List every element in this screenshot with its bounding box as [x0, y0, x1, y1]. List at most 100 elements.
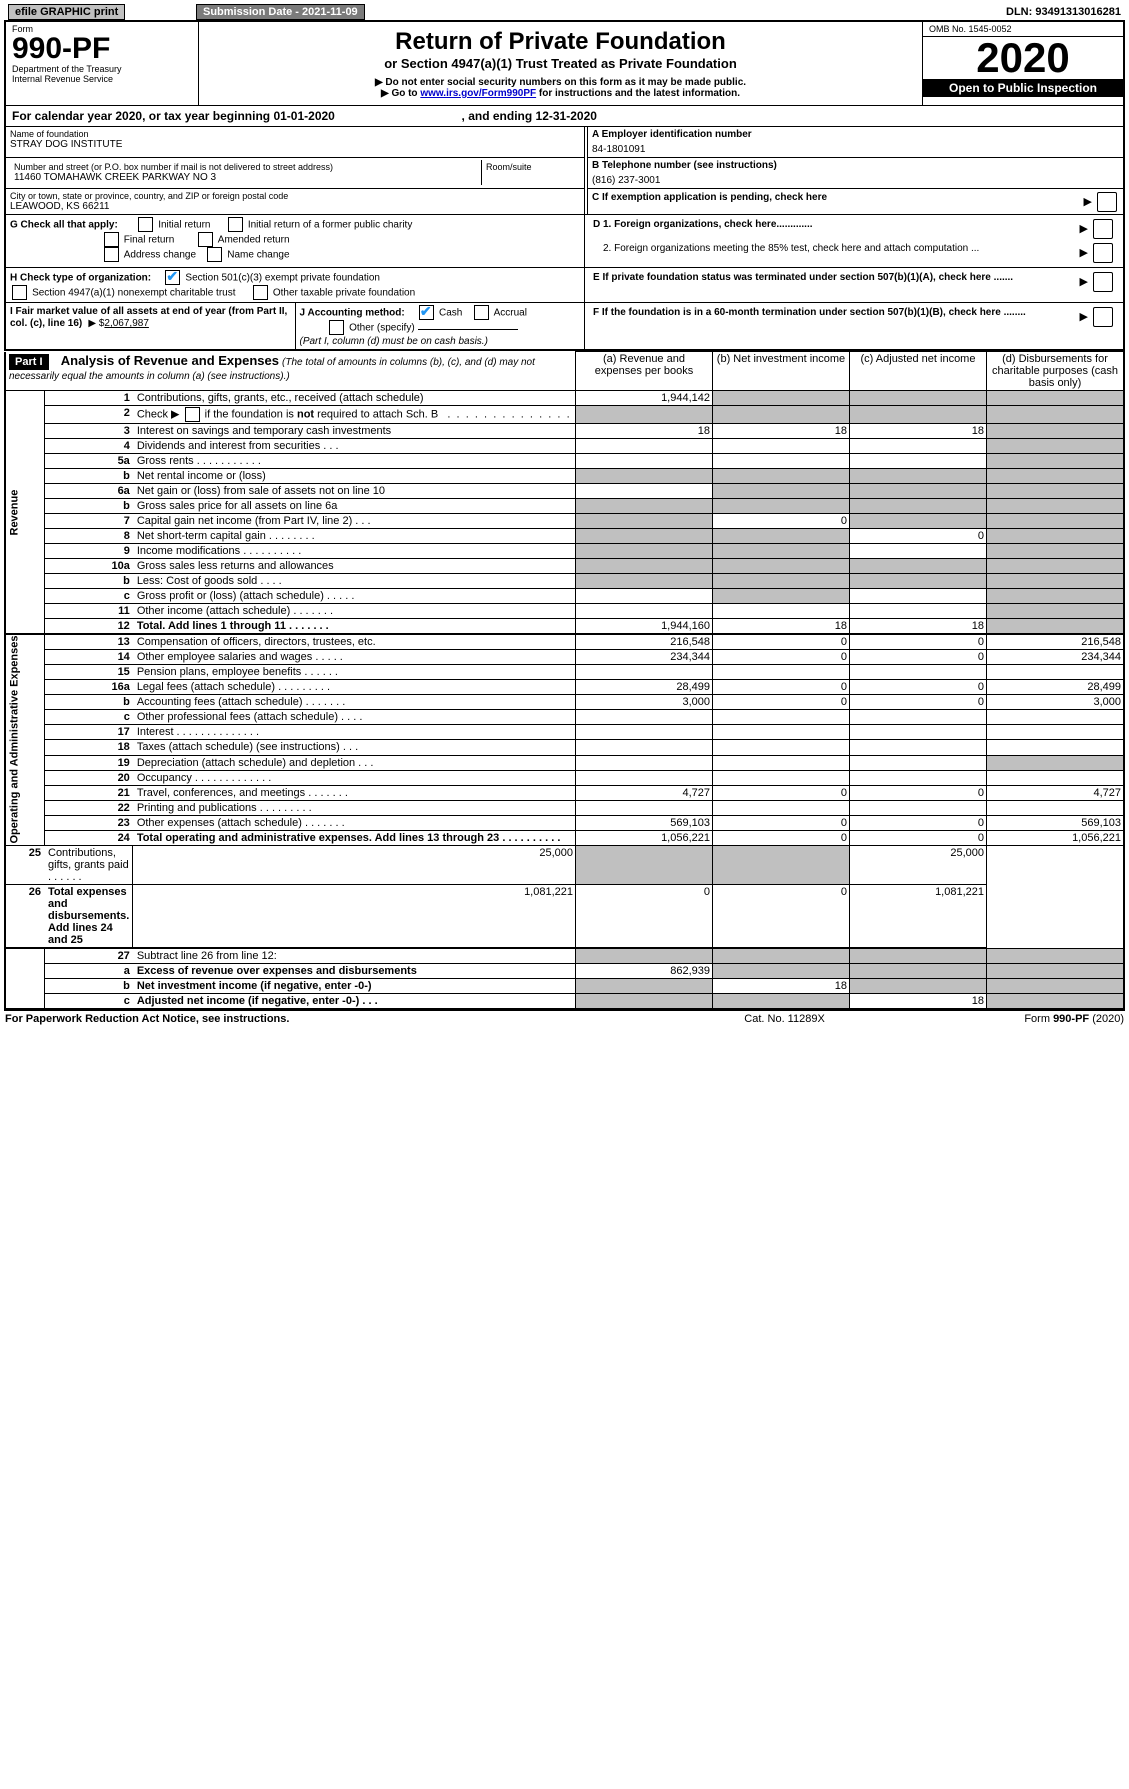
cell-b-b: 0	[713, 695, 850, 710]
cell-4-d	[987, 439, 1125, 454]
cell-a-d	[987, 964, 1125, 979]
cell-6a-c	[850, 484, 987, 499]
d1-label: D 1. Foreign organizations, check here..…	[593, 219, 813, 230]
dln-label: DLN: 93491313016281	[501, 4, 1125, 20]
cell-16a-c: 0	[850, 680, 987, 695]
line-number: a	[44, 964, 133, 979]
cell-26-a: 1,081,221	[133, 885, 576, 949]
cell-10a-b	[713, 559, 850, 574]
cell-3-b: 18	[713, 424, 850, 439]
cell-25-a: 25,000	[133, 846, 576, 885]
page-footer: For Paperwork Reduction Act Notice, see …	[4, 1009, 1125, 1026]
line-label: Dividends and interest from securities .…	[133, 439, 576, 454]
cell-c-b	[713, 994, 850, 1009]
cell-23-b: 0	[713, 815, 850, 830]
cell-c-d	[987, 589, 1125, 604]
j-cash-checkbox[interactable]	[419, 305, 434, 320]
line-number: 8	[44, 529, 133, 544]
h-4947-checkbox[interactable]	[12, 285, 27, 300]
line-label: Net short-term capital gain . . . . . . …	[133, 529, 576, 544]
line-number: 22	[44, 800, 133, 815]
cell-18-a	[576, 740, 713, 755]
line-number: 6a	[44, 484, 133, 499]
g-name-change-checkbox[interactable]	[207, 247, 222, 262]
line-label: Total. Add lines 1 through 11 . . . . . …	[133, 619, 576, 635]
line-number: 21	[44, 785, 133, 800]
opex-section-label: Operating and Administrative Expenses	[5, 634, 44, 846]
d1-checkbox[interactable]	[1093, 219, 1113, 239]
line-number: b	[44, 499, 133, 514]
f-checkbox[interactable]	[1093, 307, 1113, 327]
submission-date-button[interactable]: Submission Date - 2021-11-09	[196, 4, 365, 20]
h-501c3-checkbox[interactable]	[165, 270, 180, 285]
foundation-name: STRAY DOG INSTITUTE	[10, 139, 580, 150]
cell-4-b	[713, 439, 850, 454]
g-amended-return-checkbox[interactable]	[198, 232, 213, 247]
top-bar: efile GRAPHIC print Submission Date - 20…	[4, 4, 1125, 20]
line-label: Total operating and administrative expen…	[133, 830, 576, 845]
line-label: Gross profit or (loss) (attach schedule)…	[133, 589, 576, 604]
footer-right: Form 990-PF (2020)	[883, 1010, 1125, 1026]
cell-4-c	[850, 439, 987, 454]
g-initial-return-checkbox[interactable]	[138, 217, 153, 232]
cell-3-c: 18	[850, 424, 987, 439]
cell-11-d	[987, 604, 1125, 619]
cell-6a-a	[576, 484, 713, 499]
line-number: 3	[44, 424, 133, 439]
open-to-public: Open to Public Inspection	[923, 79, 1123, 97]
cell-12-b: 18	[713, 619, 850, 635]
col-b-header: (b) Net investment income	[713, 352, 850, 391]
efile-print-button[interactable]: efile GRAPHIC print	[8, 4, 125, 20]
d2-checkbox[interactable]	[1093, 243, 1113, 263]
line-label: Gross sales price for all assets on line…	[133, 499, 576, 514]
form-subtitle: or Section 4947(a)(1) Trust Treated as P…	[205, 56, 916, 71]
j-other-checkbox[interactable]	[329, 320, 344, 335]
cell-4-a	[576, 439, 713, 454]
line-number: 11	[44, 604, 133, 619]
cell-11-b	[713, 604, 850, 619]
cell-7-c	[850, 514, 987, 529]
cell-14-b: 0	[713, 650, 850, 665]
line-label: Other income (attach schedule) . . . . .…	[133, 604, 576, 619]
g-initial-former-checkbox[interactable]	[228, 217, 243, 232]
line-number: 27	[44, 948, 133, 964]
g-final-return-checkbox[interactable]	[104, 232, 119, 247]
line-number: 10a	[44, 559, 133, 574]
e-checkbox[interactable]	[1093, 272, 1113, 292]
j-accrual-checkbox[interactable]	[474, 305, 489, 320]
cell-23-a: 569,103	[576, 815, 713, 830]
cell-24-d: 1,056,221	[987, 830, 1125, 845]
cell-16a-d: 28,499	[987, 680, 1125, 695]
cell-b-b: 18	[713, 979, 850, 994]
cell-a-a: 862,939	[576, 964, 713, 979]
cell-25-c	[713, 846, 850, 885]
cell-13-b: 0	[713, 634, 850, 650]
cell-22-c	[850, 800, 987, 815]
line2-checkbox[interactable]	[185, 407, 200, 422]
cell-8-a	[576, 529, 713, 544]
line-number: 26	[5, 885, 44, 949]
line-number: 9	[44, 544, 133, 559]
irs-link[interactable]: www.irs.gov/Form990PF	[420, 88, 536, 99]
tax-year: 2020	[923, 37, 1123, 79]
line-label: Pension plans, employee benefits . . . .…	[133, 665, 576, 680]
cell-20-d	[987, 770, 1125, 785]
cell-3-d	[987, 424, 1125, 439]
cell-9-b	[713, 544, 850, 559]
calendar-year-line: For calendar year 2020, or tax year begi…	[5, 106, 1124, 127]
cell-7-b: 0	[713, 514, 850, 529]
c-checkbox[interactable]	[1097, 192, 1117, 212]
cell-c-a	[576, 589, 713, 604]
cell-2-a	[576, 406, 713, 424]
g-address-change-checkbox[interactable]	[104, 247, 119, 262]
revenue-section-label: Revenue	[5, 391, 44, 635]
col-a-header: (a) Revenue and expenses per books	[576, 352, 713, 391]
cell-1-b	[713, 391, 850, 406]
line-label: Check ▶ if the foundation is not require…	[133, 406, 576, 424]
cell-7-a	[576, 514, 713, 529]
h-other-taxable-checkbox[interactable]	[253, 285, 268, 300]
line-number: c	[44, 589, 133, 604]
line-label: Occupancy . . . . . . . . . . . . .	[133, 770, 576, 785]
cell-c-d	[987, 994, 1125, 1009]
cell-b-d	[987, 574, 1125, 589]
